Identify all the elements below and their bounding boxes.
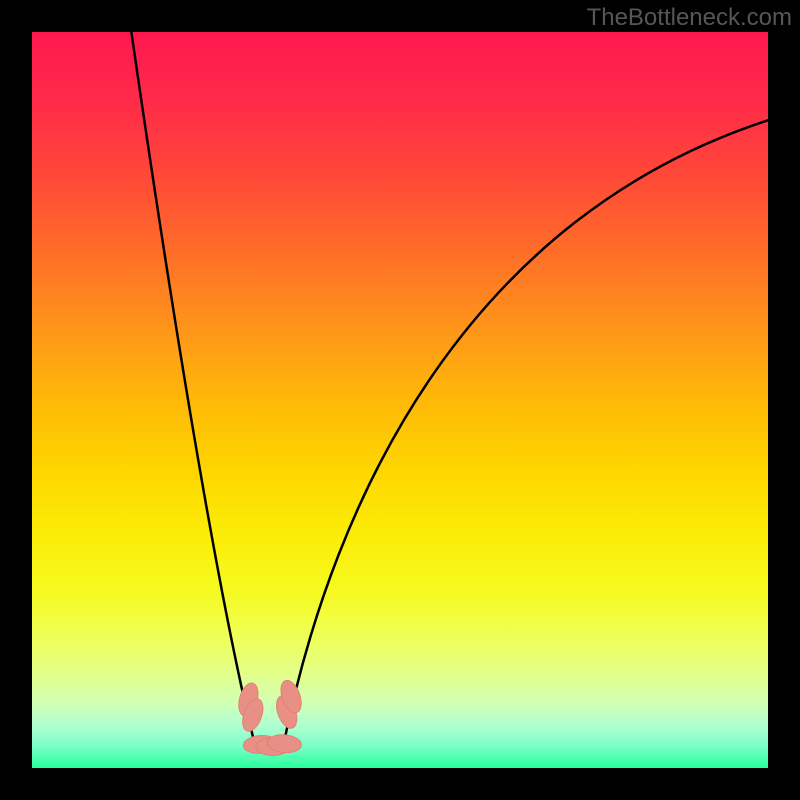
bottleneck-curve-chart — [0, 0, 800, 800]
chart-container: TheBottleneck.com — [0, 0, 800, 800]
gradient-background — [32, 32, 768, 768]
